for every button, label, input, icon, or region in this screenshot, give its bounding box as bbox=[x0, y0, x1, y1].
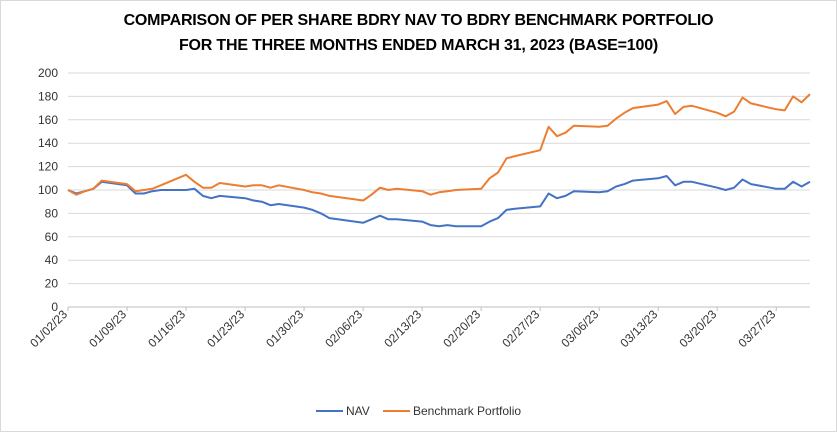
y-tick-label: 60 bbox=[45, 230, 59, 244]
x-tick-label: 03/20/23 bbox=[676, 307, 719, 350]
x-tick-label: 03/27/23 bbox=[735, 307, 778, 350]
legend-label: NAV bbox=[346, 404, 370, 418]
y-tick-label: 100 bbox=[38, 183, 58, 197]
legend-label: Benchmark Portfolio bbox=[413, 404, 521, 418]
series-line-nav bbox=[67, 175, 811, 228]
y-tick-label: 140 bbox=[38, 136, 58, 150]
y-tick-label: 0 bbox=[51, 300, 58, 314]
y-tick-label: 180 bbox=[38, 89, 58, 103]
x-tick-label: 02/13/23 bbox=[381, 307, 424, 350]
x-tick-label: 01/16/23 bbox=[145, 307, 188, 350]
x-tick-label: 02/20/23 bbox=[440, 307, 483, 350]
x-tick-label: 01/30/23 bbox=[263, 307, 306, 350]
y-tick-label: 200 bbox=[38, 66, 58, 80]
x-tick-label: 03/13/23 bbox=[617, 307, 660, 350]
x-tick-label: 01/02/23 bbox=[27, 307, 70, 350]
y-tick-label: 160 bbox=[38, 113, 58, 127]
series-line-benchmark bbox=[67, 93, 811, 202]
y-tick-label: 20 bbox=[45, 277, 59, 291]
chart-title-line-1: COMPARISON OF PER SHARE BDRY NAV TO BDRY… bbox=[123, 12, 714, 29]
x-tick-label: 03/06/23 bbox=[558, 307, 601, 350]
chart-title-line-2: FOR THE THREE MONTHS ENDED MARCH 31, 202… bbox=[178, 37, 659, 54]
y-tick-label: 80 bbox=[45, 206, 59, 220]
y-tick-label: 40 bbox=[45, 253, 59, 267]
x-tick-label: 02/06/23 bbox=[322, 307, 365, 350]
y-tick-label: 120 bbox=[38, 160, 58, 174]
x-tick-label: 01/23/23 bbox=[204, 307, 247, 350]
x-tick-label: 02/27/23 bbox=[499, 307, 542, 350]
x-tick-label: 01/09/23 bbox=[86, 307, 129, 350]
